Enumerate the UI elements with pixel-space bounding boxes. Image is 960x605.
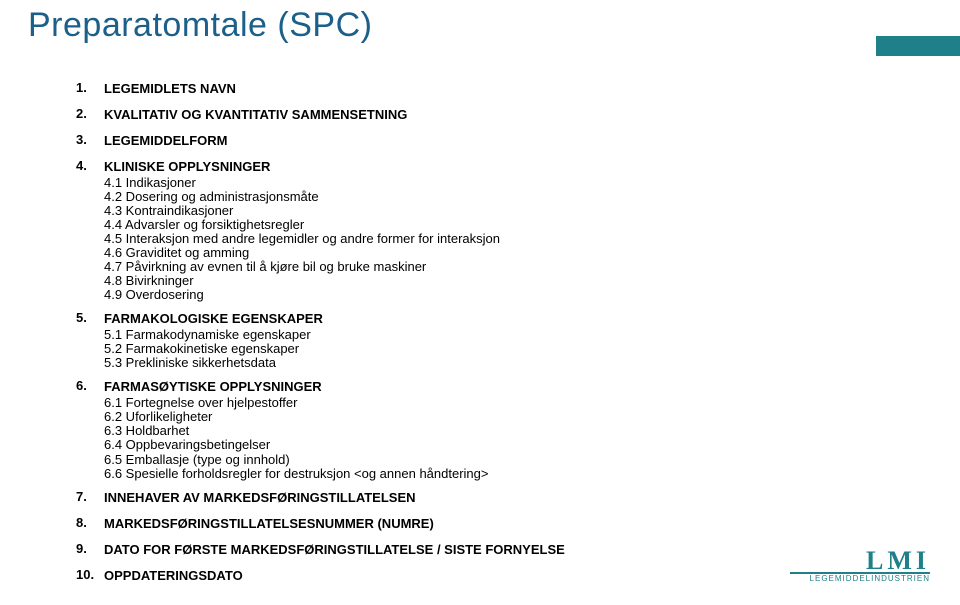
subsection-item: 5.1 Farmakodynamiske egenskaper [104,328,836,342]
section-heading: LEGEMIDDELFORM [104,133,228,148]
section-heading: MARKEDSFØRINGSTILLATELSESNUMMER (NUMRE) [104,516,434,531]
subsection-item: 6.6 Spesielle forholdsregler for destruk… [104,467,836,481]
section-number: 4. [76,158,104,173]
section-heading: FARMAKOLOGISKE EGENSKAPER [104,311,323,326]
section-heading: KLINISKE OPPLYSNINGER [104,159,270,174]
section-number: 6. [76,378,104,393]
section-list: 1.LEGEMIDLETS NAVN2.KVALITATIV OG KVANTI… [76,80,836,585]
section-number: 3. [76,132,104,147]
subsection-item: 6.1 Fortegnelse over hjelpestoffer [104,396,836,410]
section-heading: FARMASØYTISKE OPPLYSNINGER [104,379,322,394]
section-item: 2.KVALITATIV OG KVANTITATIV SAMMENSETNIN… [76,106,836,124]
section-number: 1. [76,80,104,95]
subsection-item: 4.4 Advarsler og forsiktighetsregler [104,218,836,232]
section-heading: LEGEMIDLETS NAVN [104,81,236,96]
subsection-item: 4.5 Interaksjon med andre legemidler og … [104,232,836,246]
subsection-item: 5.3 Prekliniske sikkerhetsdata [104,356,836,370]
section-item: 1.LEGEMIDLETS NAVN [76,80,836,98]
section-number: 10. [76,567,104,582]
subsection-item: 4.9 Overdosering [104,288,836,302]
section-number: 9. [76,541,104,556]
subsection-item: 4.1 Indikasjoner [104,176,836,190]
section-item: 4.KLINISKE OPPLYSNINGER4.1 Indikasjoner4… [76,158,836,302]
logo: LMI LEGEMIDDELINDUSTRIEN [790,549,930,583]
section-item: 10.OPPDATERINGSDATO [76,567,836,585]
section-item: 9.DATO FOR FØRSTE MARKEDSFØRINGSTILLATEL… [76,541,836,559]
section-heading: DATO FOR FØRSTE MARKEDSFØRINGSTILLATELSE… [104,542,565,557]
section-number: 2. [76,106,104,121]
section-item: 3.LEGEMIDDELFORM [76,132,836,150]
subsection-item: 4.7 Påvirkning av evnen til å kjøre bil … [104,260,836,274]
subsection-item: 4.2 Dosering og administrasjonsmåte [104,190,836,204]
subsection-item: 4.8 Bivirkninger [104,274,836,288]
section-item: 5.FARMAKOLOGISKE EGENSKAPER 5.1 Farmakody… [76,310,836,370]
accent-bar [876,36,960,56]
section-number: 7. [76,489,104,504]
subsection-list: 5.1 Farmakodynamiske egenskaper5.2 Farma… [104,328,836,370]
section-number: 5. [76,310,104,325]
section-heading: INNEHAVER AV MARKEDSFØRINGSTILLATELSEN [104,490,416,505]
subsection-item: 6.4 Oppbevaringsbetingelser [104,438,836,452]
section-heading: KVALITATIV OG KVANTITATIV SAMMENSETNING [104,107,407,122]
subsection-item: 4.3 Kontraindikasjoner [104,204,836,218]
logo-main: LMI [790,549,930,572]
subsection-item: 6.3 Holdbarhet [104,424,836,438]
section-number: 8. [76,515,104,530]
subsection-list: 4.1 Indikasjoner4.2 Dosering og administ… [104,176,836,302]
section-heading: OPPDATERINGSDATO [104,568,243,583]
logo-sub: LEGEMIDDELINDUSTRIEN [790,574,930,583]
subsection-list: 6.1 Fortegnelse over hjelpestoffer6.2 Uf… [104,396,836,480]
page-title: Preparatomtale (SPC) [28,6,372,45]
subsection-item: 6.2 Uforlikeligheter [104,410,836,424]
section-item: 7.INNEHAVER AV MARKEDSFØRINGSTILLATELSEN [76,489,836,507]
section-item: 6.FARMASØYTISKE OPPLYSNINGER 6.1 Fortegne… [76,378,836,480]
subsection-item: 5.2 Farmakokinetiske egenskaper [104,342,836,356]
subsection-item: 6.5 Emballasje (type og innhold) [104,453,836,467]
content-area: 1.LEGEMIDLETS NAVN2.KVALITATIV OG KVANTI… [76,80,836,593]
subsection-item: 4.6 Graviditet og amming [104,246,836,260]
section-item: 8.MARKEDSFØRINGSTILLATELSESNUMMER (NUMRE… [76,515,836,533]
